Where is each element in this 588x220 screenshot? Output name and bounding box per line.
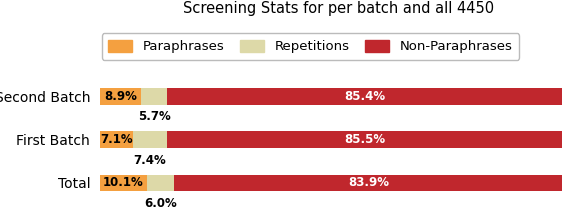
Bar: [100, 175, 146, 191]
Bar: [168, 88, 562, 104]
Bar: [100, 131, 133, 148]
Title: Screening Stats for per batch and all 4450: Screening Stats for per batch and all 44…: [182, 1, 494, 16]
Text: 7.4%: 7.4%: [133, 154, 166, 167]
Bar: [141, 88, 168, 104]
Legend: Paraphrases, Repetitions, Non-Paraphrases: Paraphrases, Repetitions, Non-Paraphrase…: [102, 33, 519, 60]
Text: 85.5%: 85.5%: [344, 133, 385, 146]
Bar: [175, 175, 562, 191]
Text: 10.1%: 10.1%: [103, 176, 143, 189]
Bar: [167, 131, 562, 148]
Bar: [100, 88, 141, 104]
Text: 83.9%: 83.9%: [348, 176, 389, 189]
Text: 8.9%: 8.9%: [104, 90, 137, 103]
Bar: [146, 175, 175, 191]
Text: 85.4%: 85.4%: [345, 90, 386, 103]
Text: 6.0%: 6.0%: [144, 197, 177, 210]
Text: 7.1%: 7.1%: [100, 133, 133, 146]
Bar: [133, 131, 167, 148]
Text: 5.7%: 5.7%: [138, 110, 171, 123]
